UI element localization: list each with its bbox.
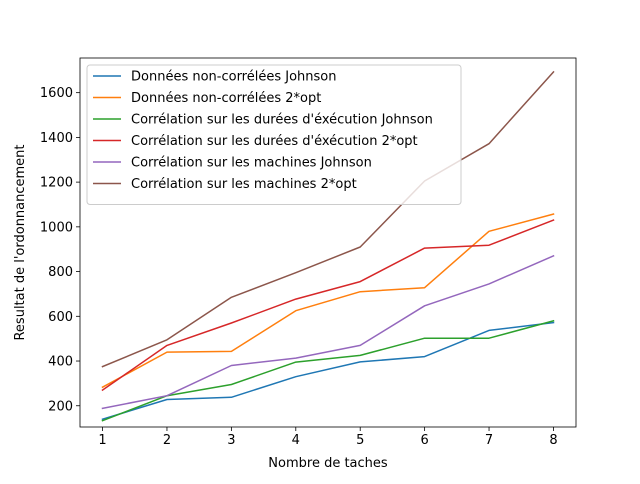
y-tick-label: 1600 (40, 86, 73, 101)
y-tick-label: 1200 (40, 176, 73, 191)
y-tick-label: 600 (48, 310, 73, 325)
legend-label: Corrélation sur les durées d'éxécution J… (131, 113, 433, 128)
y-tick-label: 800 (48, 265, 73, 280)
y-tick-label: 200 (48, 399, 73, 414)
x-tick-label: 3 (227, 433, 235, 448)
series-line-4 (101, 219, 555, 392)
y-tick-label: 1400 (40, 131, 73, 146)
x-tick-label: 4 (292, 433, 300, 448)
x-axis-label: Nombre de taches (268, 456, 388, 471)
legend: Données non-corrélées Johnson Données non… (86, 64, 462, 205)
series-line-5 (101, 254, 555, 410)
legend-label: Données non-corrélées 2*opt (131, 91, 321, 106)
y-tick-label: 1000 (40, 220, 73, 235)
y-axis-label: Resultat de l'ordonnancement (13, 144, 28, 340)
legend-label: Corrélation sur les machines 2*opt (131, 177, 357, 192)
y-axis: 200 400 600 800 1000 1200 1400 1600 (40, 86, 80, 414)
x-tick-label: 7 (485, 433, 493, 448)
y-tick-label: 400 (48, 355, 73, 370)
x-axis: 1 2 3 4 5 6 7 8 (98, 427, 558, 448)
series-line-3 (101, 319, 555, 422)
series-layer (101, 70, 555, 422)
legend-label: Corrélation sur les durées d'éxécution 2… (131, 134, 418, 149)
x-tick-label: 2 (163, 433, 171, 448)
legend-label: Corrélation sur les machines Johnson (131, 156, 372, 171)
plot-frame (79, 57, 577, 428)
series-line-1 (101, 321, 555, 421)
x-tick-label: 8 (549, 433, 557, 448)
legend-label: Données non-corrélées Johnson (131, 70, 337, 85)
series-line-2 (101, 213, 555, 389)
x-tick-label: 1 (98, 433, 106, 448)
series-line-6 (101, 70, 555, 368)
legend-frame (86, 64, 462, 205)
x-tick-label: 5 (356, 433, 364, 448)
x-tick-label: 6 (420, 433, 428, 448)
